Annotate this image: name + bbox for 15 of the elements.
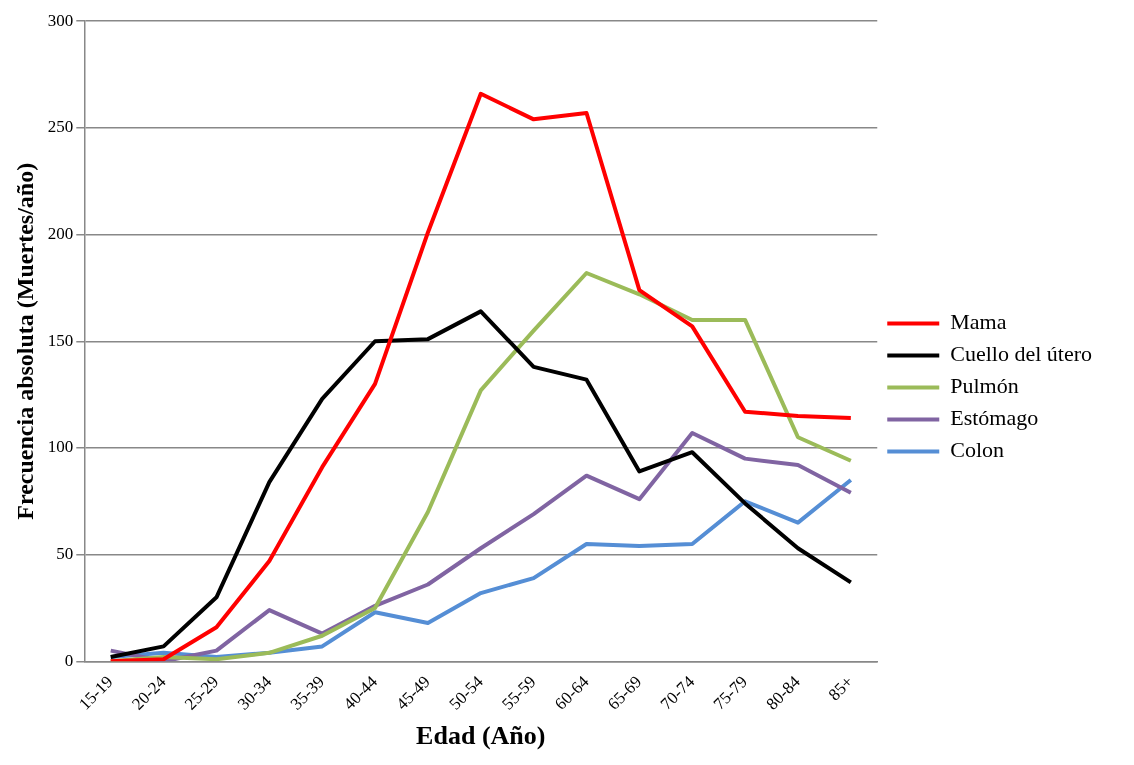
y-tick-label: 150 xyxy=(47,330,74,350)
legend-label: Estómago xyxy=(950,405,1039,431)
y-tick-label: 0 xyxy=(64,650,74,670)
y-tick-label: 250 xyxy=(47,117,74,137)
legend-label: Pulmón xyxy=(950,373,1019,399)
y-tick-label: 100 xyxy=(47,437,74,457)
legend-label: Mama xyxy=(950,309,1007,335)
legend-label: Colon xyxy=(950,437,1005,463)
y-tick-label: 50 xyxy=(56,544,74,564)
y-tick-label: 300 xyxy=(47,10,74,30)
x-tick-label: 85+ xyxy=(824,672,857,705)
x-axis-title: Edad (Año) xyxy=(416,721,546,751)
legend-label: Cuello del útero xyxy=(950,341,1093,367)
y-axis-title: Frecuencia absoluta (Muertes/año) xyxy=(11,162,38,520)
y-tick-label: 200 xyxy=(47,224,74,244)
